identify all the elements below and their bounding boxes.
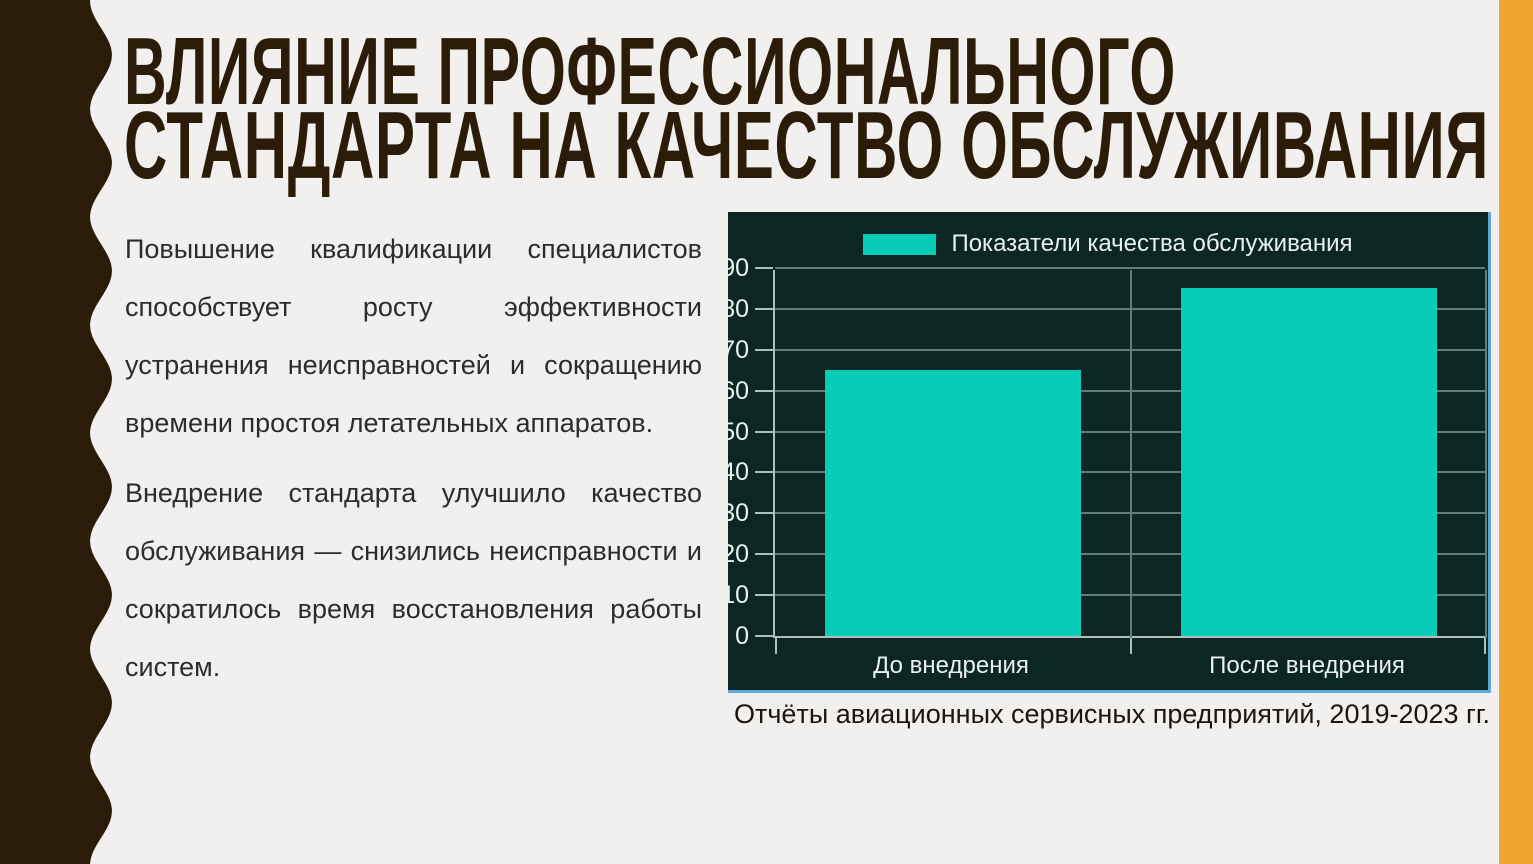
y-tick-80 — [755, 307, 773, 310]
x-label-before: До внедрения — [873, 652, 1029, 679]
slide-title: ВЛИЯНИЕ ПРОФЕССИОНАЛЬНОГО СТАНДАРТА НА К… — [124, 26, 1489, 199]
paragraph-2: Внедрение стандарта улучшило качество об… — [125, 478, 702, 682]
y-tick-label-30: 30 — [721, 499, 749, 528]
y-tick-40 — [755, 471, 773, 474]
x-tick-2 — [1484, 638, 1486, 654]
paragraph-1: Повышение квалификации специалистов спос… — [125, 234, 702, 438]
y-tick-50 — [755, 430, 773, 433]
y-tick-label-10: 10 — [721, 581, 749, 610]
bar-До внедрения — [824, 370, 1082, 636]
y-tick-label-90: 90 — [721, 254, 749, 282]
chart-panel: Показатели качества обслуживания 0 10 20 30… — [721, 212, 1491, 693]
y-tick-label-60: 60 — [721, 376, 749, 405]
body-text-block: Повышение квалификации специалистов спос… — [125, 220, 702, 708]
x-label-after: После внедрения — [1209, 652, 1405, 679]
legend-label: Показатели качества обслуживания — [951, 230, 1353, 257]
chart-plot-area: 0 10 20 30 40 50 60 70 80 90 — [721, 254, 1487, 654]
x-tick-1 — [1130, 638, 1132, 654]
right-accent-stripe — [1499, 0, 1533, 864]
chart-source-caption: Отчёты авиационных сервисных предприятий… — [734, 699, 1490, 729]
gridline-y-90 — [775, 267, 1485, 269]
wave-shape — [0, 0, 112, 864]
y-tick-20 — [755, 553, 773, 556]
y-tick-label-40: 40 — [721, 458, 749, 487]
bar-После внедрения — [1180, 288, 1438, 636]
y-tick-label-50: 50 — [721, 417, 749, 446]
title-line-1: ВЛИЯНИЕ ПРОФЕССИОНАЛЬНОГО — [124, 26, 1176, 125]
y-tick-60 — [755, 389, 773, 392]
y-tick-0 — [755, 635, 773, 637]
x-axis-labels: До внедрения После внедрения — [773, 652, 1485, 680]
y-tick-label-20: 20 — [721, 540, 749, 569]
y-tick-label-0: 0 — [735, 622, 749, 650]
chart-legend: Показатели качества обслуживания — [728, 230, 1488, 257]
x-tick-0 — [775, 638, 777, 654]
category-divider — [1130, 270, 1132, 638]
y-tick-label-70: 70 — [721, 335, 749, 364]
legend-swatch — [863, 233, 937, 255]
plot-right-boundary — [1485, 270, 1487, 638]
y-tick-30 — [755, 512, 773, 515]
title-line-2: СТАНДАРТА НА КАЧЕСТВО ОБСЛУЖИВАНИЯ — [124, 92, 1489, 199]
y-tick-label-80: 80 — [721, 294, 749, 323]
left-wave-decoration — [0, 0, 112, 864]
y-tick-90 — [755, 267, 773, 269]
y-tick-70 — [755, 348, 773, 351]
y-tick-10 — [755, 594, 773, 597]
